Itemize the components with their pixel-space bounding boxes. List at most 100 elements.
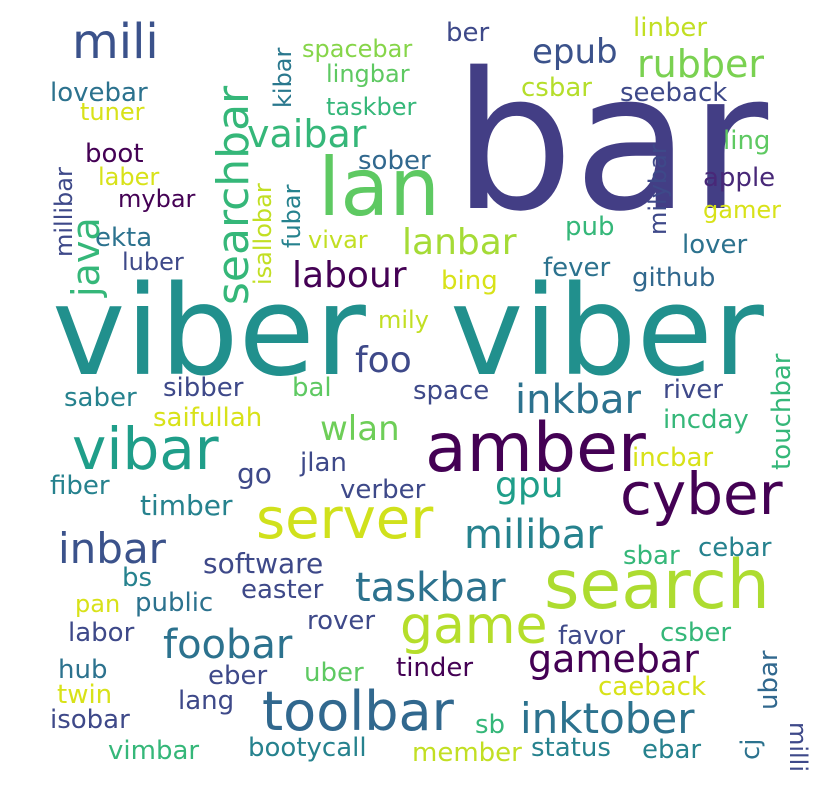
word-bs: bs — [122, 563, 153, 593]
word-milli: milli — [784, 721, 813, 773]
word-software: software — [203, 547, 324, 580]
word-viber-left: viber — [52, 260, 366, 404]
word-fiber: fiber — [50, 471, 110, 501]
word-seeback: seeback — [620, 78, 728, 108]
word-lovebar: lovebar — [50, 78, 148, 108]
word-gpu: gpu — [495, 465, 564, 506]
word-pub: pub — [565, 212, 615, 242]
word-amber: amber — [425, 409, 646, 488]
word-taskber: taskber — [326, 93, 417, 121]
word-saber: saber — [64, 383, 137, 413]
word-vibar: vibar — [72, 415, 219, 483]
word-vaibar: vaibar — [247, 112, 367, 156]
word-eber: eber — [208, 661, 268, 691]
word-vimbar: vimbar — [108, 736, 200, 766]
word-gamebar: gamebar — [528, 637, 699, 681]
word-milybar: milybar — [644, 144, 672, 235]
word-saifullah: saifullah — [153, 403, 263, 433]
word-river: river — [663, 375, 723, 405]
word-fever: fever — [543, 253, 611, 283]
word-mily: mily — [378, 306, 429, 334]
word-uber: uber — [304, 658, 364, 688]
word-fubar: fubar — [278, 184, 306, 248]
word-sbar: sbar — [623, 541, 680, 571]
word-lingbar: lingbar — [326, 60, 410, 88]
word-go: go — [237, 457, 272, 490]
word-bootycall: bootycall — [248, 733, 367, 763]
word-timber: timber — [140, 489, 233, 522]
word-rubber: rubber — [637, 42, 764, 86]
word-hub: hub — [58, 655, 108, 685]
word-jlan: jlan — [300, 448, 347, 478]
word-lang: lang — [178, 686, 235, 716]
word-lan: lan — [318, 141, 440, 234]
word-bing: bing — [441, 266, 498, 296]
word-sober: sober — [358, 146, 431, 176]
word-easter: easter — [241, 575, 324, 605]
word-space: space — [413, 376, 490, 406]
word-sb: sb — [475, 710, 506, 740]
word-tuner: tuner — [80, 98, 145, 126]
word-touchbar: touchbar — [767, 353, 797, 470]
word-favor: favor — [558, 621, 626, 651]
word-kibar: kibar — [269, 47, 297, 108]
word-lanbar: lanbar — [402, 222, 517, 263]
word-verber: verber — [340, 475, 426, 505]
word-luber: luber — [122, 248, 184, 276]
word-inbar: inbar — [58, 524, 166, 573]
word-viber-right: viber — [450, 260, 764, 404]
word-linber: linber — [633, 13, 708, 43]
word-vivar: vivar — [308, 226, 368, 254]
word-cyber: cyber — [620, 460, 783, 528]
word-bar: bar — [453, 32, 769, 253]
word-csber: csber — [660, 618, 732, 648]
word-search: search — [544, 546, 770, 625]
word-cj: cj — [736, 738, 766, 760]
word-inkbar: inkbar — [515, 377, 641, 423]
word-incbar: incbar — [632, 443, 714, 473]
word-sibber: sibber — [163, 373, 244, 403]
word-laber: laber — [98, 163, 160, 191]
word-mili: mili — [72, 14, 159, 70]
word-inktober: inktober — [520, 694, 695, 743]
word-game: game — [400, 596, 548, 656]
word-ber: ber — [446, 18, 490, 48]
word-wlan: wlan — [320, 409, 400, 449]
word-milibar: milibar — [464, 512, 603, 558]
word-gamer: gamer — [703, 196, 781, 224]
word-millibar: millibar — [50, 167, 78, 257]
word-labour: labour — [292, 255, 407, 296]
word-boot: boot — [85, 139, 144, 169]
word-mybar: mybar — [118, 185, 196, 213]
word-epub: epub — [532, 32, 618, 72]
word-isallobar: isallobar — [249, 183, 277, 285]
word-isobar: isobar — [50, 705, 130, 735]
word-csbar: csbar — [521, 73, 592, 103]
word-rover: rover — [307, 606, 376, 636]
word-bal: bal — [292, 373, 332, 403]
word-cebar: cebar — [698, 533, 772, 563]
word-member: member — [412, 738, 522, 768]
word-server: server — [256, 487, 434, 552]
word-foobar: foobar — [163, 622, 293, 668]
word-ubar: ubar — [754, 650, 784, 710]
word-foo: foo — [355, 340, 412, 381]
word-status: status — [531, 733, 611, 763]
word-apple: apple — [703, 163, 776, 193]
word-ekta: ekta — [95, 223, 153, 253]
word-lover: lover — [682, 230, 748, 260]
word-public: public — [135, 588, 214, 618]
word-taskbar: taskbar — [355, 565, 506, 611]
word-pan: pan — [75, 590, 121, 618]
word-spacebar: spacebar — [302, 35, 413, 63]
word-caeback: caeback — [598, 672, 707, 702]
word-github: github — [632, 263, 716, 293]
word-toolbar: toolbar — [262, 680, 454, 743]
word-labor: labor — [68, 618, 135, 648]
word-incday: incday — [663, 405, 749, 435]
word-tinder: tinder — [396, 653, 474, 683]
word-ebar: ebar — [642, 735, 702, 765]
word-twin: twin — [57, 680, 113, 710]
word-ling: ling — [723, 126, 771, 156]
